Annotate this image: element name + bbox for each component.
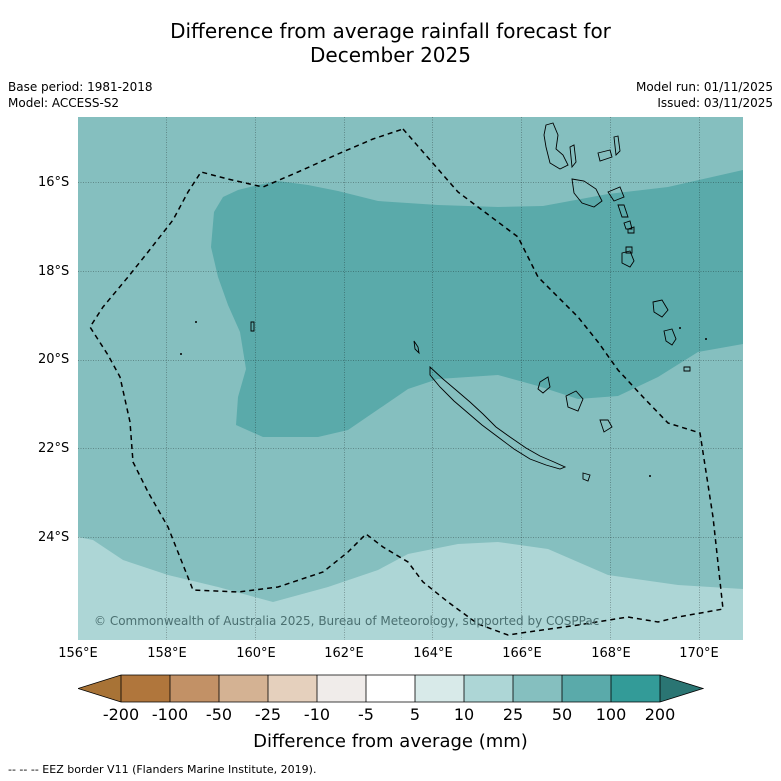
issued-date: Issued: 03/11/2025 <box>657 95 773 110</box>
x-tick-label: 158°E <box>147 646 187 661</box>
base-period: Base period: 1981-2018 <box>8 80 153 94</box>
rainfall-band-10-25 <box>78 537 743 640</box>
title-line-1: Difference from average rainfall forecas… <box>170 19 611 43</box>
rainfall-band-10-25-patch <box>323 610 423 640</box>
colorbar-label: 200 <box>644 705 676 724</box>
colorbar-segment <box>562 675 611 702</box>
colorbar-label: -200 <box>102 705 140 724</box>
chart-title: Difference from average rainfall forecas… <box>0 19 781 67</box>
x-tick-label: 166°E <box>502 646 542 661</box>
colorbar-segment <box>170 675 219 702</box>
colorbar-segment <box>415 675 464 702</box>
colorbar-label: -100 <box>151 705 189 724</box>
colorbar-label: 5 <box>409 705 421 724</box>
y-tick-label: 20°S <box>38 352 70 367</box>
colorbar-segment <box>513 675 562 702</box>
colorbar-edges <box>78 674 704 703</box>
colorbar-title: Difference from average (mm) <box>253 731 528 752</box>
colorbar-segment <box>121 675 170 702</box>
colorbar-extend-high <box>660 675 703 702</box>
x-tick-label: 164°E <box>413 646 453 661</box>
meta-right: Model run: 01/11/2025 Issued: 03/11/2025 <box>636 80 773 111</box>
title-line-2: December 2025 <box>310 43 471 67</box>
map-area: © Commonwealth of Australia 2025, Bureau… <box>78 117 743 640</box>
eez-border <box>89 128 724 636</box>
colorbar-segment <box>611 675 660 702</box>
colorbar-extend-low <box>78 675 121 702</box>
colorbar <box>78 674 704 703</box>
meta-left: Base period: 1981-2018 Model: ACCESS-S2 <box>8 80 153 111</box>
new-caledonia-island <box>250 321 613 482</box>
map-svg <box>78 117 743 640</box>
y-tick-label: 24°S <box>38 530 70 545</box>
y-tick-label: 22°S <box>38 441 70 456</box>
x-tick-label: 162°E <box>324 646 364 661</box>
colorbar-label: 50 <box>551 705 573 724</box>
colorbar-segment <box>317 675 366 702</box>
x-tick-label: 160°E <box>236 646 276 661</box>
rainfall-band-50-100 <box>211 170 743 437</box>
colorbar-label: -25 <box>254 705 282 724</box>
vanuatu-islands <box>543 122 691 372</box>
colorbar-segment <box>464 675 513 702</box>
x-tick-label: 170°E <box>679 646 719 661</box>
colorbar-segment <box>366 675 415 702</box>
y-tick-label: 16°S <box>38 175 70 190</box>
colorbar-label: -5 <box>358 705 374 724</box>
colorbar-label: 10 <box>453 705 475 724</box>
colorbar-label: -50 <box>205 705 233 724</box>
colorbar-segment <box>268 675 317 702</box>
model-name: Model: ACCESS-S2 <box>8 95 120 110</box>
copyright-notice: © Commonwealth of Australia 2025, Bureau… <box>94 614 600 628</box>
x-tick-label: 168°E <box>591 646 631 661</box>
y-tick-label: 18°S <box>38 264 70 279</box>
small-islets <box>180 321 707 477</box>
colorbar-segment <box>219 675 268 702</box>
colorbar-label: -10 <box>303 705 331 724</box>
colorbar-label: 100 <box>595 705 627 724</box>
model-run: Model run: 01/11/2025 <box>635 80 773 94</box>
eez-footnote: -- -- -- EEZ border V11 (Flanders Marine… <box>8 763 317 776</box>
x-tick-label: 156°E <box>58 646 98 661</box>
gridlines <box>78 117 743 640</box>
colorbar-label: 25 <box>502 705 524 724</box>
